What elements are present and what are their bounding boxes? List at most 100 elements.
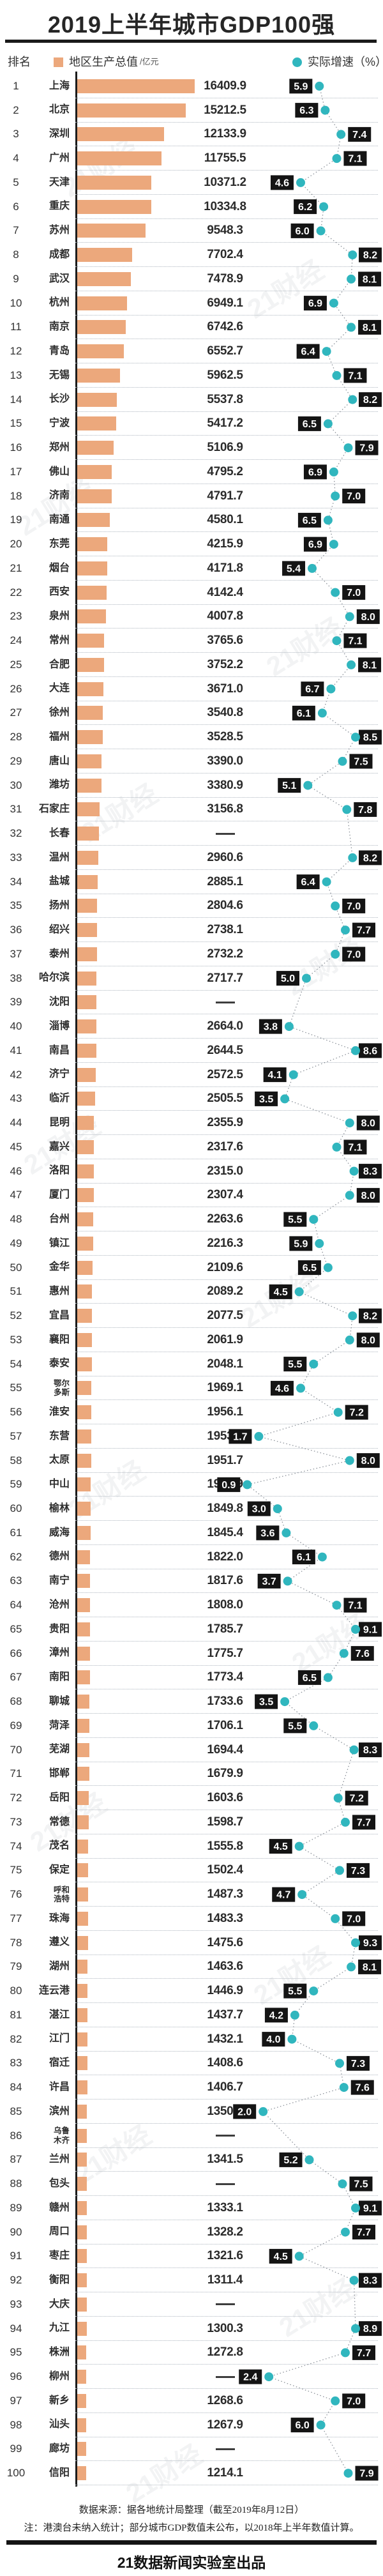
city-label: 许昌: [49, 2081, 70, 2092]
gdp-value: 2355.9: [207, 1116, 243, 1130]
table-row: 5 天津 10371.2: [0, 171, 383, 195]
growth-badge: [359, 247, 382, 263]
growth-dot: [323, 1263, 333, 1272]
row-separator: [75, 772, 378, 774]
rank-label: 44: [10, 1117, 22, 1129]
growth-dot: [336, 130, 346, 139]
city-label: 长春: [49, 827, 70, 839]
gdp-value-missing: [188, 2292, 262, 2317]
growth-value: 2.4: [243, 2372, 257, 2383]
rank-label: 54: [10, 1357, 22, 1370]
growth-dot: [264, 2372, 274, 2382]
growth-badge: [359, 2200, 382, 2216]
rank-label: 62: [10, 1550, 22, 1563]
table-row: 49 镇江 2216.3: [0, 1231, 383, 1256]
growth-badge: [292, 1550, 315, 1565]
growth-badge: [349, 2176, 373, 2191]
gdp-bar: [77, 2128, 87, 2143]
growth-value: 8.3: [363, 1166, 377, 1177]
gdp-value: 2804.6: [207, 899, 243, 913]
row-separator: [75, 676, 378, 677]
row-separator: [75, 121, 378, 123]
gdp-bar: [77, 1236, 93, 1251]
rank-label: 4: [13, 152, 19, 165]
growth-value: 5.9: [294, 81, 308, 92]
rank-label: 61: [10, 1526, 22, 1539]
gdp-bar: [77, 2200, 87, 2215]
rank-label: 80: [10, 1985, 22, 1997]
gdp-bar: [77, 778, 101, 793]
table-row: 31 石家庄 3156.8: [0, 798, 383, 822]
gdp-value: 2738.1: [207, 923, 243, 937]
growth-dot: [343, 443, 353, 453]
growth-badge: [292, 705, 315, 720]
growth-value: 5.4: [287, 563, 301, 574]
growth-badge: [356, 609, 380, 624]
gdp-bar: [77, 441, 114, 455]
growth-badge: [359, 2273, 382, 2288]
missing-value-dash-icon: [215, 832, 235, 835]
table-row: 96 柳州: [0, 2365, 383, 2389]
rank-label: 46: [10, 1164, 22, 1177]
gdp-value: 2732.2: [207, 947, 243, 961]
row-separator: [75, 1713, 378, 1714]
gdp-bar: [77, 1935, 88, 1950]
city-label-line: 呼和: [53, 1885, 70, 1894]
growth-dot: [280, 1094, 290, 1104]
growth-badge: [257, 1573, 281, 1589]
growth-dot: [296, 178, 305, 187]
gdp-value: 16409.9: [204, 79, 246, 93]
gdp-value: 1956.1: [207, 1405, 243, 1419]
growth-dot: [351, 1938, 360, 1947]
growth-badge: [348, 126, 372, 142]
growth-dot: [331, 949, 340, 959]
gdp-value-missing: [188, 2172, 262, 2196]
growth-dot: [309, 1215, 319, 1224]
growth-badge: [359, 850, 382, 865]
city-label: 宜昌: [49, 1309, 70, 1321]
growth-value: 7.0: [347, 1914, 361, 1924]
growth-value: 7.7: [357, 1817, 371, 1828]
growth-dot: [315, 81, 324, 91]
growth-dot: [335, 1866, 344, 1875]
gdp-value: 1598.7: [207, 1815, 243, 1829]
gdp-bar: [77, 416, 116, 431]
row-separator: [75, 2050, 378, 2052]
growth-dot: [297, 1890, 307, 1900]
growth-badge: [294, 199, 317, 215]
growth-badge: [283, 1983, 307, 1999]
gdp-value: 10371.2: [204, 175, 246, 189]
growth-value: 6.0: [295, 226, 309, 237]
city-label: 淄博: [49, 1020, 70, 1032]
row-separator: [75, 1182, 378, 1184]
rank-label: 94: [10, 2322, 22, 2335]
legend-growth-label: 实际增速（%）: [308, 56, 383, 68]
growth-dot: [289, 1070, 298, 1079]
rank-label: 23: [10, 610, 22, 623]
gdp-value: 1341.5: [207, 2153, 243, 2167]
growth-value: 6.9: [308, 298, 322, 309]
gdp-value: 1679.9: [207, 1767, 243, 1781]
rank-label: 92: [10, 2274, 22, 2287]
city-label: 枣庄: [49, 2250, 70, 2262]
growth-dot: [323, 419, 333, 429]
gdp-bar: [77, 1332, 93, 1347]
growth-value: 5.5: [288, 1215, 302, 1226]
gdp-bar: [77, 971, 97, 986]
growth-dot: [317, 1552, 327, 1562]
city-label: 长沙: [49, 393, 70, 405]
growth-value: 3.5: [259, 1697, 273, 1708]
growth-badge: [359, 1742, 382, 1758]
row-separator: [75, 2460, 378, 2462]
growth-value: 7.2: [350, 1794, 364, 1804]
gdp-bar: [77, 2442, 86, 2457]
growth-dot: [280, 1697, 290, 1707]
gdp-value: 4791.7: [207, 489, 243, 503]
page-title: 2019上半年城市GDP100强: [47, 11, 336, 38]
table-row: 62 德州 1822.0: [0, 1545, 383, 1569]
gdp-bar: [77, 754, 101, 768]
table-row: 12 青岛 6552.7: [0, 339, 383, 363]
table-row: 77 珠海 1483.3: [0, 1907, 383, 1931]
gdp-bar: [77, 1284, 93, 1299]
city-label: 宿迁: [49, 2057, 70, 2069]
